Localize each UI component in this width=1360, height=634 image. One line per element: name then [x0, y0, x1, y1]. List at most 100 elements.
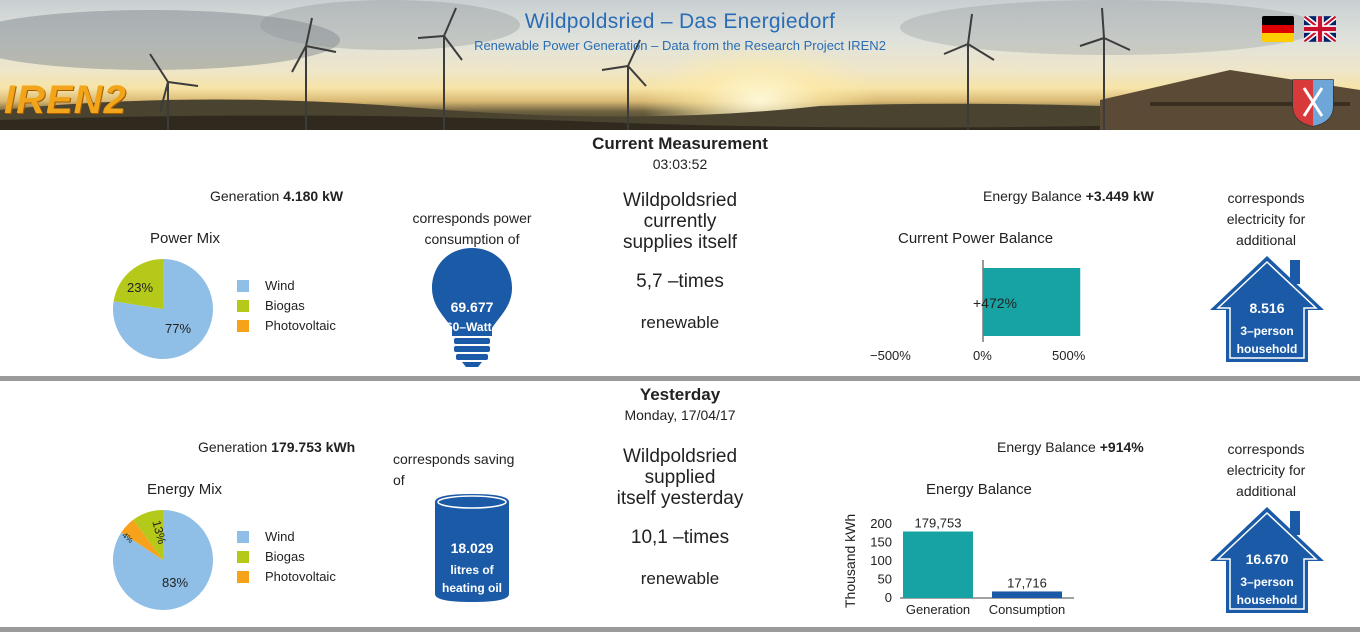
barrel-unit: litres of heating oil: [433, 561, 511, 597]
equiv-line-1: corresponds saving: [393, 451, 515, 467]
section-divider: [0, 376, 1360, 381]
cloud: [0, 10, 340, 70]
bar-generation: [903, 531, 973, 598]
power-balance-title: Current Power Balance: [898, 230, 1054, 247]
yesterday-date: Monday, 17/04/17: [624, 407, 736, 423]
y-tick-label: 0: [885, 590, 892, 605]
times-renewable: 10,1 –times: [630, 527, 730, 548]
legend-item-biogas[interactable]: Biogas: [237, 298, 305, 313]
tick-label: −500%: [870, 348, 911, 363]
barrel-value: 18.029: [450, 540, 494, 556]
legend-label: Photovoltaic: [265, 318, 336, 333]
y-tick-label: 100: [870, 553, 892, 568]
pie-label-biogas: 23%: [127, 280, 153, 295]
current-generation: Generation 4.180 kW: [210, 188, 343, 204]
balance-label: Energy Balance: [997, 439, 1096, 455]
pie-label-wind: 77%: [165, 321, 191, 336]
legend-label: Biogas: [265, 298, 305, 313]
energy-mix-title: Energy Mix: [147, 481, 223, 498]
balance-bar: [983, 268, 1081, 336]
legend-item-wind[interactable]: Wind: [237, 278, 295, 293]
legend-swatch: [237, 279, 249, 292]
power-balance-chart: +472%: [973, 260, 1081, 342]
pie-slice-wind: [112, 510, 213, 610]
village-crest-icon: [1292, 79, 1334, 127]
y-tick-label: 150: [870, 535, 892, 550]
household-text: corresponds electricity for additional: [1196, 439, 1336, 502]
legend-item-photovoltaic[interactable]: Photovoltaic: [237, 318, 336, 333]
supply-line-1: Wildpoldsried: [622, 446, 738, 467]
balance-value: +914%: [1099, 439, 1144, 455]
house-value: 16.670: [1245, 551, 1289, 567]
energy-mix-pie: 83% 13% 4%: [112, 509, 213, 610]
house-value: 8.516: [1249, 300, 1285, 316]
house-unit-2: household: [1236, 593, 1298, 607]
house-line-1: corresponds: [1227, 441, 1305, 457]
x-tick-label: Generation: [906, 602, 970, 617]
legend-item-wind[interactable]: Wind: [237, 529, 295, 544]
legend-swatch: [237, 319, 249, 332]
pie-slice-photovoltaic: [121, 519, 163, 560]
energy-balance-title: Energy Balance: [926, 481, 1032, 498]
page-title: Wildpoldsried – Das Energiedorf: [524, 10, 836, 33]
generation-label: Generation: [210, 188, 280, 204]
house-line-1: corresponds: [1227, 190, 1305, 206]
supply-line-2: currently: [643, 211, 717, 232]
supply-line-3: supplies itself: [622, 232, 738, 253]
pie-slice-wind: [112, 259, 213, 359]
current-section-title: Current Measurement: [592, 134, 768, 153]
legend-swatch: [237, 570, 249, 583]
tick-label: 500%: [1052, 348, 1086, 363]
house-line-2: electricity for: [1226, 462, 1306, 478]
house-unit: 3–person household: [1220, 322, 1314, 358]
uk-flag-icon[interactable]: [1304, 16, 1336, 42]
section-divider: [0, 627, 1360, 632]
balance-label: Energy Balance: [983, 188, 1082, 204]
y-tick-label: 50: [878, 572, 892, 587]
house-line-3: additional: [1236, 483, 1296, 499]
house-unit-1: 3–person: [1240, 324, 1294, 338]
equiv-line-1: corresponds power: [412, 210, 532, 226]
bulb-value: 69.677: [450, 299, 494, 315]
house-unit-1: 3–person: [1240, 575, 1294, 589]
legend-item-biogas[interactable]: Biogas: [237, 549, 305, 564]
balance-value: +3.449 kW: [1085, 188, 1154, 204]
power-mix-pie: 77% 23%: [112, 259, 213, 359]
generation-value: 4.180 kW: [283, 188, 344, 204]
legend-label: Photovoltaic: [265, 569, 336, 584]
equiv-line-2: of: [393, 472, 405, 488]
header-banner: Wildpoldsried – Das Energiedorf Renewabl…: [0, 0, 1360, 130]
pie-label-biogas: 13%: [149, 519, 169, 546]
yesterday-section-title: Yesterday: [639, 385, 721, 404]
pie-slice-biogas: [113, 259, 163, 309]
page-subtitle: Renewable Power Generation – Data from t…: [474, 38, 886, 53]
legend-label: Wind: [265, 278, 295, 293]
times-renewable: 5,7 –times: [636, 271, 724, 292]
x-tick-label: Consumption: [989, 602, 1066, 617]
supply-line-2: supplied: [644, 467, 716, 488]
y-tick-label: 200: [870, 516, 892, 531]
renewable-label: renewable: [640, 569, 720, 588]
de-flag-icon[interactable]: [1262, 16, 1294, 42]
house-icon: [1210, 507, 1324, 613]
oil-barrel-icon: [435, 494, 509, 602]
balance-bar-label: +472%: [973, 295, 1017, 311]
legend-swatch: [237, 299, 249, 312]
cloud: [260, 0, 520, 50]
yesterday-energy-balance: Energy Balance +914%: [997, 439, 1144, 455]
supply-line-3: itself yesterday: [616, 488, 744, 509]
y-axis-label: Thousand kWh: [842, 514, 858, 608]
pie-slice-biogas: [133, 509, 163, 560]
self-supply-text: Wildpoldsried currently supplies itself: [580, 190, 780, 253]
generation-value: 179.753 kWh: [271, 439, 356, 455]
house-unit-2: household: [1236, 342, 1298, 356]
power-mix-title: Power Mix: [150, 230, 221, 247]
equiv-line-2: consumption of: [424, 231, 520, 247]
house-line-2: electricity for: [1226, 211, 1306, 227]
legend-swatch: [237, 550, 249, 563]
wind-turbines-icon: [149, 7, 1131, 130]
legend-item-photovoltaic[interactable]: Photovoltaic: [237, 569, 336, 584]
legend-label: Biogas: [265, 549, 305, 564]
supply-line-1: Wildpoldsried: [622, 190, 738, 211]
current-time: 03:03:52: [652, 156, 708, 172]
